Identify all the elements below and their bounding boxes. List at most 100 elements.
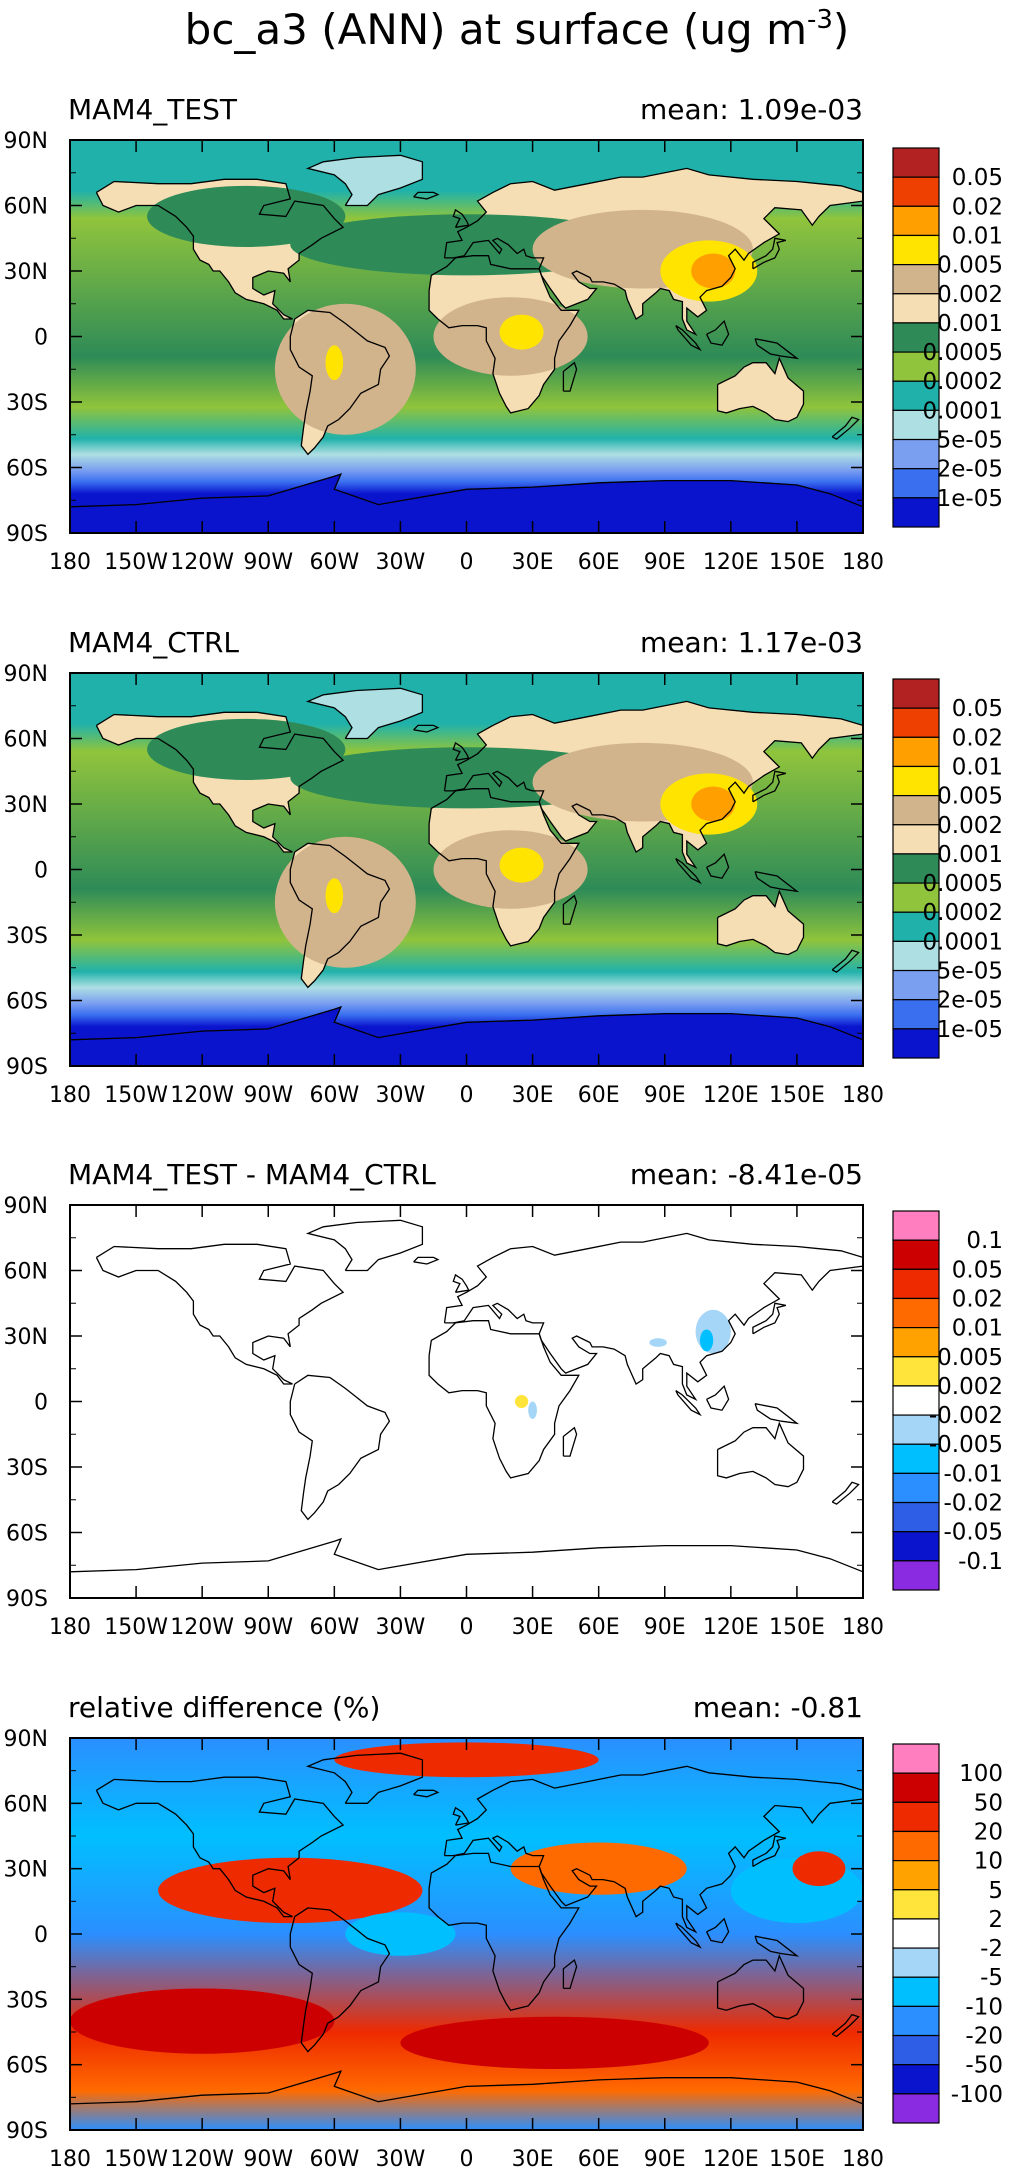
colorbar-label: 0.002: [937, 813, 1003, 839]
colorbar-label: 0.01: [952, 754, 1003, 780]
colorbar-box: [892, 1443, 940, 1474]
coastline-japan: [752, 1302, 787, 1335]
coastline-australia: [716, 356, 805, 423]
panel-1: MAM4_TEST mean: 1.09e-03 90N 60N 30N 0 30S 60S 9…: [4, 93, 1003, 575]
colorbar-box: [892, 1918, 940, 1949]
colorbar-box: [892, 468, 940, 499]
colorbar-label: 0.05: [952, 165, 1003, 191]
lon-label: 90W: [243, 550, 293, 575]
colorbar-box: [892, 911, 940, 942]
field-africa-fire: [499, 847, 544, 883]
coastline-japan: [752, 237, 787, 270]
colorbar-box: [892, 707, 940, 738]
colorbar-label: -0.05: [943, 1520, 1003, 1546]
coastline-japan: [752, 1835, 787, 1868]
panel-mean: mean: 1.17e-03: [640, 626, 863, 659]
field-brazil-fire: [325, 345, 344, 381]
coastline-madagascar: [562, 1426, 578, 1457]
colorbar-box: [892, 882, 940, 913]
field-pacific-pos: [792, 1851, 846, 1887]
colorbar-label: 1e-05: [937, 486, 1003, 512]
colorbar-label: 0.001: [937, 842, 1003, 868]
colorbar-box: [892, 824, 940, 855]
colorbar-label: 2e-05: [937, 988, 1003, 1014]
lon-label: 180: [842, 550, 884, 575]
lat-label: 0: [34, 1923, 48, 1948]
lat-label: 90N: [4, 129, 48, 154]
lat-label: 60N: [4, 195, 48, 220]
coastline-australia: [716, 889, 805, 956]
lat-label: 30N: [4, 1325, 48, 1350]
colorbar-label: 0.0005: [923, 340, 1003, 366]
coastline-greenland: [305, 687, 424, 740]
coastline-north-america: [95, 711, 345, 853]
coastline-new-zealand: [831, 949, 860, 973]
coastline-australia: [716, 1953, 805, 2020]
colorbar-label: 0.002: [937, 282, 1003, 308]
colorbar-label: -0.1: [958, 1549, 1003, 1575]
colorbar-box: [892, 1297, 940, 1329]
colorbar-label: 0.05: [952, 1257, 1003, 1283]
land-field-greenland: [307, 155, 423, 206]
coastline-antarctica: [70, 1005, 863, 1041]
lon-label: 90W: [243, 2147, 293, 2172]
lat-label: 30S: [6, 1988, 48, 2013]
coastline-iceland: [413, 1789, 440, 1798]
colorbar-label: 0.05: [952, 696, 1003, 722]
colorbar-box: [892, 1801, 940, 1833]
colorbar-box: [892, 409, 940, 441]
colorbar-label: 100: [959, 1761, 1003, 1787]
lon-label: 180: [49, 1615, 91, 1640]
coastline-iceland: [413, 1256, 440, 1265]
panel-3: MAM4_TEST - MAM4_CTRL mean: -8.41e-05 90N 6…: [4, 1158, 1003, 1640]
colorbar-box: [892, 2034, 940, 2066]
coastline-north-america: [95, 178, 345, 320]
colorbar-label: 0.1: [966, 1228, 1003, 1254]
colorbar-label: 0.02: [952, 194, 1003, 220]
coastline-madagascar: [562, 1959, 578, 1990]
coastline-south-america: [289, 1907, 391, 2053]
lon-label: 0: [460, 1083, 474, 1108]
lon-label: 90E: [644, 1083, 686, 1108]
colorbar-box: [892, 497, 940, 528]
lon-label: 150W: [104, 550, 168, 575]
colorbar-label: 0.0002: [923, 369, 1003, 395]
coastline-madagascar: [562, 894, 578, 925]
coastline-greenland: [305, 154, 424, 207]
field-africa-fire: [499, 314, 544, 350]
coastline-borneo: [706, 320, 730, 346]
colorbar-box: [892, 1947, 940, 1978]
lat-label: 60S: [6, 1522, 48, 1547]
colorbar-box: [892, 438, 940, 470]
colorbar-box: [892, 1327, 940, 1358]
coastline-borneo: [706, 852, 730, 879]
lon-label: 120W: [170, 550, 234, 575]
colorbar-box: [892, 1239, 940, 1270]
lat-label: 30S: [6, 391, 48, 416]
lat-label: 90S: [6, 522, 48, 547]
coastline-north-america: [95, 1243, 345, 1385]
colorbar-box: [892, 1743, 940, 1774]
coastline-sumatra: [675, 1390, 702, 1417]
colorbar-label: 0.002: [937, 1374, 1003, 1400]
lat-label: 60S: [6, 990, 48, 1015]
background-field: [70, 1205, 863, 1598]
lon-label: 0: [460, 1615, 474, 1640]
panel-2: MAM4_CTRL mean: 1.17e-03 90N 60N 30N 0 30S 60S 9…: [4, 626, 1003, 1108]
field-canada: [147, 718, 346, 780]
colorbar-box: [892, 1560, 940, 1591]
coastline-africa: [428, 1852, 580, 2011]
field-africa-neg: [528, 1401, 537, 1419]
colorbar-label: -0.005: [929, 1432, 1003, 1458]
coastline-antarctica: [70, 1537, 863, 1573]
colorbar-box: [892, 765, 940, 797]
panel-title: MAM4_TEST: [68, 93, 238, 126]
colorbar-label: -0.002: [929, 1403, 1003, 1429]
colorbar-box: [892, 1976, 940, 2007]
lat-label: 0: [34, 326, 48, 351]
field-atlantic-pos: [158, 1857, 423, 1924]
coastline-africa: [428, 1320, 580, 1479]
field-south-pacific-pos: [70, 1988, 335, 2054]
lon-label: 150W: [104, 1615, 168, 1640]
colorbar-label: 0.02: [952, 1286, 1003, 1312]
